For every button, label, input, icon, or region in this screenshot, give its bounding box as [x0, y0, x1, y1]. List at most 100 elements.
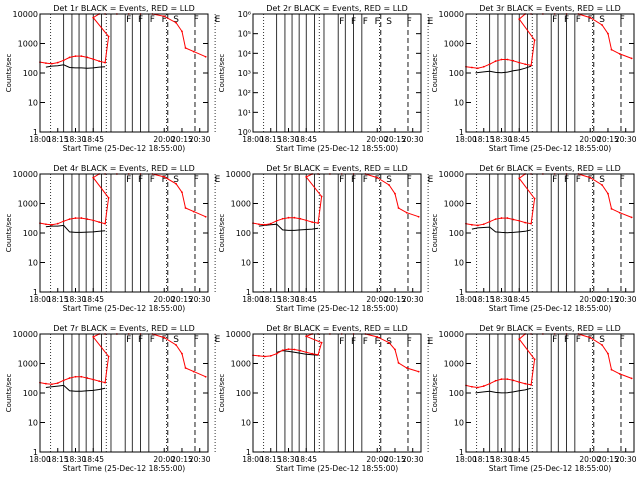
lld-point	[163, 176, 166, 178]
y-tick-label: 10⁶	[238, 10, 251, 19]
x-tick-label: 20:00	[579, 455, 601, 464]
events-series-line	[475, 387, 532, 394]
lld-point	[92, 176, 95, 179]
lld-point	[500, 58, 503, 61]
x-tick-label: 18:00	[29, 455, 51, 464]
lld-point	[607, 352, 609, 355]
y-tick-label: 1	[246, 448, 251, 457]
detector-panel-2: F F F F S F E10⁰10¹10²10³10⁴10⁵10⁶18:0018:1518…	[218, 4, 434, 153]
lld-point	[533, 197, 536, 200]
lld-point	[630, 57, 633, 60]
lld-point	[204, 55, 207, 58]
lld-point	[56, 222, 59, 225]
lld-point	[287, 348, 290, 351]
flag-label: E	[428, 337, 434, 347]
flag-label: F	[126, 335, 131, 345]
x-tick-label: 18:45	[82, 455, 104, 464]
lld-point	[506, 378, 509, 381]
x-tick-label: 20:15	[597, 455, 619, 464]
detector-panel-5: F F F F S F E11010010001000018:0018:1518:3018:…	[218, 164, 434, 313]
x-tick-label: 18:30	[65, 295, 87, 304]
flag-label: S	[386, 17, 392, 27]
detector-panel-8: FFFFSFE11010010001000018:0018:1518:3018:…	[218, 324, 434, 473]
flag-label: F	[194, 175, 199, 185]
events-series-line	[45, 64, 106, 69]
y-tick-label: 10000	[439, 10, 464, 19]
y-tick-label: 10²	[238, 89, 251, 98]
lld-point	[175, 344, 177, 346]
x-tick-label: 18:30	[65, 455, 87, 464]
lld-point	[494, 60, 497, 63]
lld-point	[618, 53, 621, 55]
y-tick-label: 10⁵	[238, 30, 251, 39]
lld-point	[530, 222, 532, 225]
x-tick-label: 18:00	[242, 295, 264, 304]
lld-point	[405, 367, 408, 369]
flag-label: F	[620, 175, 625, 185]
panel-title: Det 9r BLACK = Events, RED = LLD	[479, 324, 621, 333]
y-tick-label: 1000	[18, 200, 38, 209]
x-tick-label: 18:00	[242, 135, 264, 144]
lld-series-line	[465, 13, 632, 69]
events-series-line	[276, 350, 319, 356]
flag-label: F	[351, 17, 356, 27]
x-axis-label: Start Time (25-Dec-12 18:55:00)	[63, 144, 185, 153]
lld-point	[311, 221, 314, 224]
x-tick-label: 20:30	[189, 455, 211, 464]
x-tick-label: 18:00	[455, 135, 477, 144]
flag-label: F	[407, 175, 412, 185]
x-tick-label: 20:30	[402, 455, 424, 464]
x-tick-label: 18:15	[473, 135, 495, 144]
lld-point	[45, 223, 47, 226]
x-tick-label: 20:15	[171, 295, 193, 304]
lld-point	[104, 222, 106, 225]
x-tick-label: 18:30	[491, 455, 513, 464]
y-tick-label: 10	[28, 419, 38, 428]
lld-point	[269, 222, 272, 225]
y-tick-label: 1000	[444, 40, 464, 49]
x-tick-label: 20:30	[402, 295, 424, 304]
x-tick-label: 20:30	[615, 455, 637, 464]
flag-label: F	[351, 175, 356, 185]
lld-point	[62, 59, 65, 62]
plot-frame	[252, 173, 422, 293]
events-series-line	[475, 65, 532, 74]
x-tick-label: 18:30	[491, 295, 513, 304]
flag-label: F	[564, 15, 569, 25]
lld-series-line	[39, 333, 206, 385]
lld-series-line	[39, 13, 206, 65]
y-tick-label: 1000	[18, 360, 38, 369]
lld-point	[163, 15, 166, 18]
x-tick-label: 18:45	[295, 135, 317, 144]
lld-point	[56, 61, 59, 64]
x-tick-label: 18:45	[508, 295, 530, 304]
lld-point	[512, 59, 515, 62]
lld-point	[388, 341, 390, 344]
x-tick-label: 20:15	[384, 455, 406, 464]
lld-point	[86, 377, 89, 379]
x-tick-label: 20:15	[171, 455, 193, 464]
panel-title: Det 8r BLACK = Events, RED = LLD	[266, 324, 408, 333]
lld-point	[281, 217, 284, 220]
lld-point	[163, 336, 166, 339]
x-axis-label: Start Time (25-Dec-12 18:55:00)	[489, 304, 611, 313]
y-tick-label: 100	[449, 229, 464, 238]
y-tick-label: 10	[28, 99, 38, 108]
lld-series-line	[465, 333, 632, 389]
x-tick-label: 18:00	[455, 455, 477, 464]
lld-point	[610, 207, 613, 210]
lld-point	[320, 341, 323, 344]
x-tick-label: 18:45	[82, 135, 104, 144]
lld-point	[204, 215, 207, 218]
lld-point	[45, 62, 47, 65]
lld-point	[512, 379, 515, 382]
flag-label: F	[162, 15, 167, 25]
x-tick-label: 18:30	[491, 135, 513, 144]
lld-point	[50, 383, 53, 386]
lld-point	[500, 378, 503, 381]
lld-point	[471, 223, 473, 226]
lld-point	[86, 218, 89, 221]
y-axis-label: Counts/sec	[218, 214, 226, 253]
lld-point	[533, 358, 536, 361]
lld-series-line	[465, 173, 632, 226]
